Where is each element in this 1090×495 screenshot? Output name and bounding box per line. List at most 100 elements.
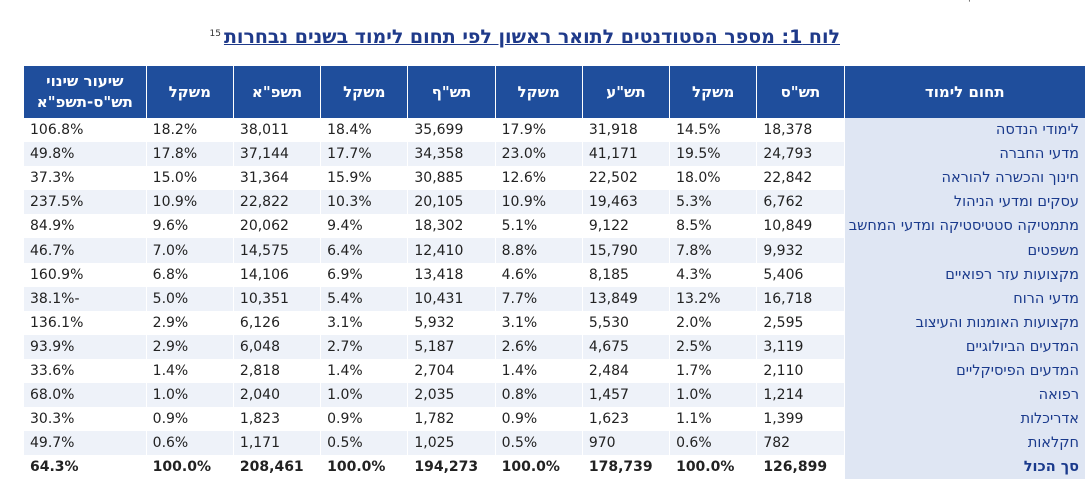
value-cell: 0.9% (145, 407, 234, 432)
value-cell: 5.1% (494, 214, 583, 239)
header-col-8: משקל (145, 66, 234, 118)
value-cell: 18,302 (407, 214, 496, 239)
value-cell: 17.7% (320, 142, 408, 167)
value-cell: 2.9% (145, 310, 234, 335)
field-name-cell: חינוך והכשרה להוראה (843, 166, 1085, 191)
value-cell: 782 (756, 431, 845, 456)
value-cell: 2,704 (407, 358, 496, 384)
table-row: המדעים הביולוגיים 3,119 2.5% 4,675 2.6% 5,187… (23, 334, 1085, 359)
value-cell: 100.0% (145, 455, 234, 480)
table-row: חינוך והכשרה להוראה 22,842 18.0% 22,502 12.6… (23, 166, 1085, 191)
value-cell: 13,849 (581, 286, 670, 311)
value-cell: 10.3% (320, 190, 408, 215)
value-cell: 46.7% (23, 238, 147, 263)
field-name-cell: המדעים הפיסיקליים (843, 358, 1085, 384)
field-name-cell: חקלאות (843, 431, 1085, 456)
table-row: מקצועות האומנות והעיצוב 2,595 2.0% 5,530 3.1… (23, 310, 1085, 335)
value-cell: 22,502 (581, 166, 670, 191)
value-cell: 15.9% (320, 166, 408, 191)
value-cell: 12.6% (494, 166, 583, 191)
table-row: לימודי הנדסה 18,378 14.5% 31,918 17.9% 35,699… (23, 118, 1085, 143)
value-cell: 5,530 (581, 310, 670, 335)
value-cell: 1.1% (669, 407, 757, 432)
value-cell: 6,048 (232, 334, 321, 359)
value-cell: 8.8% (494, 238, 583, 263)
value-cell: 18.4% (320, 118, 408, 143)
value-cell: 22,842 (756, 166, 845, 191)
value-cell: 17.8% (145, 142, 234, 167)
header-row: תחום לימוד תש"ס משקל תש"ע משקל תש"ף משקל תשפ"א מ… (23, 66, 1085, 118)
value-cell: 2,035 (407, 383, 496, 408)
value-cell: 15,790 (581, 238, 670, 263)
value-cell: 1.0% (145, 383, 234, 408)
value-cell: 23.0% (494, 142, 583, 167)
value-cell: 13,418 (407, 262, 496, 287)
value-cell: 0.9% (320, 407, 408, 432)
value-cell: 3.1% (320, 310, 408, 335)
value-cell: 19.5% (669, 142, 757, 167)
value-cell: 5,932 (407, 310, 496, 335)
value-cell: 1,782 (407, 407, 496, 432)
value-cell: 7.8% (669, 238, 757, 263)
field-name-cell: מדעי החברה (843, 142, 1085, 167)
field-name-cell: אדריכלות (843, 407, 1085, 432)
header-col-1: תש"ס (756, 66, 845, 118)
value-cell: 1.7% (669, 358, 757, 384)
value-cell: 1.0% (669, 383, 757, 408)
value-cell: 160.9% (23, 262, 147, 287)
header-col-5: תש"ף (407, 66, 496, 118)
value-cell: 9,122 (581, 214, 670, 239)
value-cell: 37,144 (232, 142, 321, 167)
value-cell: 41,171 (581, 142, 670, 167)
value-cell: 7.0% (145, 238, 234, 263)
value-cell: 38,011 (232, 118, 321, 143)
value-cell: 2.6% (494, 334, 583, 359)
table-row: רפואה 1,214 1.0% 1,457 0.8% 2,035 1.0% 2,040 1.0… (23, 383, 1085, 408)
value-cell: 64.3% (23, 455, 147, 480)
value-cell: 6,126 (232, 310, 321, 335)
value-cell: 8.5% (669, 214, 757, 239)
header-col-6: משקל (320, 66, 408, 118)
table-row: מקצועות עזר רפואיים 5,406 4.3% 8,185 4.6% 13,… (23, 262, 1085, 287)
value-cell: 2,484 (581, 358, 670, 384)
field-name-cell: לימודי הנדסה (843, 118, 1085, 143)
value-cell: 9.4% (320, 214, 408, 239)
total-row: סך הכול 126,899 100.0% 178,739 100.0% 194,273… (23, 455, 1085, 480)
value-cell: 49.7% (23, 431, 147, 456)
value-cell: 2,818 (232, 358, 321, 384)
value-cell: 9,932 (756, 238, 845, 263)
value-cell: 100.0% (494, 455, 583, 480)
caption-title: לוח 1: מספר הסטודנטים לתואר ראשון לפי תח… (223, 26, 840, 48)
header-col-7: תשפ"א (232, 66, 321, 118)
value-cell: 0.5% (320, 431, 408, 456)
value-cell: 1.0% (320, 383, 408, 408)
value-cell: 0.5% (494, 431, 583, 456)
value-cell: 22,822 (232, 190, 321, 215)
value-cell: 5,406 (756, 262, 845, 287)
value-cell: 1,623 (581, 407, 670, 432)
value-cell: 19,463 (581, 190, 670, 215)
field-name-cell: משפטים (843, 238, 1085, 263)
table-row: מדעי החברה 24,793 19.5% 41,171 23.0% 34,358 17… (23, 142, 1085, 167)
field-name-cell: המדעים הביולוגיים (843, 334, 1085, 359)
value-cell: 2,110 (756, 358, 845, 384)
value-cell: 14,575 (232, 238, 321, 263)
table-row: המדעים הפיסיקליים 2,110 1.7% 2,484 1.4% 2,704… (23, 358, 1085, 384)
students-table: תחום לימוד תש"ס משקל תש"ע משקל תש"ף משקל תשפ"א מ… (23, 66, 1085, 480)
value-cell: 2.0% (669, 310, 757, 335)
value-cell: 4.6% (494, 262, 583, 287)
value-cell: 0.8% (494, 383, 583, 408)
value-cell: 1,457 (581, 383, 670, 408)
value-cell: 13.2% (669, 286, 757, 311)
value-cell: 31,918 (581, 118, 670, 143)
value-cell: 1.4% (145, 358, 234, 384)
value-cell: 5.3% (669, 190, 757, 215)
value-cell: 93.9% (23, 334, 147, 359)
value-cell: 3,119 (756, 334, 845, 359)
value-cell: 0.6% (669, 431, 757, 456)
value-cell: 6,762 (756, 190, 845, 215)
value-cell: 5,187 (407, 334, 496, 359)
value-cell: 6.4% (320, 238, 408, 263)
value-cell: 2,595 (756, 310, 845, 335)
value-cell: 2.5% (669, 334, 757, 359)
